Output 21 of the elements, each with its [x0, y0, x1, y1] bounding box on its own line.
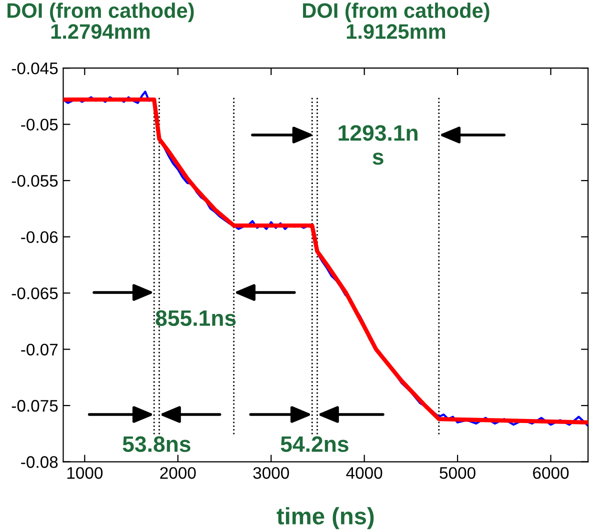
y-tick-label: -0.075 — [12, 400, 58, 412]
y-tick-label: -0.06 — [21, 231, 58, 244]
x-tick-label: 4000 — [346, 467, 382, 479]
x-axis-title: time (ns) — [276, 507, 374, 530]
x-tick-label: 6000 — [533, 467, 569, 479]
y-tick-label: -0.08 — [21, 456, 58, 468]
y-tick-label: -0.055 — [12, 174, 58, 187]
text: DOI (from cathode) 1.2794mm — [8, 2, 194, 39]
y-tick-label: -0.07 — [21, 344, 58, 356]
y-tick-label: -0.045 — [12, 62, 58, 74]
text: DOI (from cathode) 1.9125mm — [303, 2, 490, 39]
x-tick-label: 3000 — [253, 467, 289, 479]
annotation: 54.2ns — [280, 436, 348, 452]
annotation: 53.8ns — [122, 436, 190, 452]
x-tick-label: 5000 — [440, 467, 476, 479]
annotation: 1293.1n s — [338, 125, 418, 165]
x-tick-label: 2000 — [160, 467, 196, 479]
annotation: 855.1ns — [156, 310, 236, 326]
y-tick-label: -0.05 — [21, 118, 58, 131]
y-tick-label: -0.065 — [12, 287, 58, 300]
x-tick-label: 1000 — [67, 467, 103, 479]
